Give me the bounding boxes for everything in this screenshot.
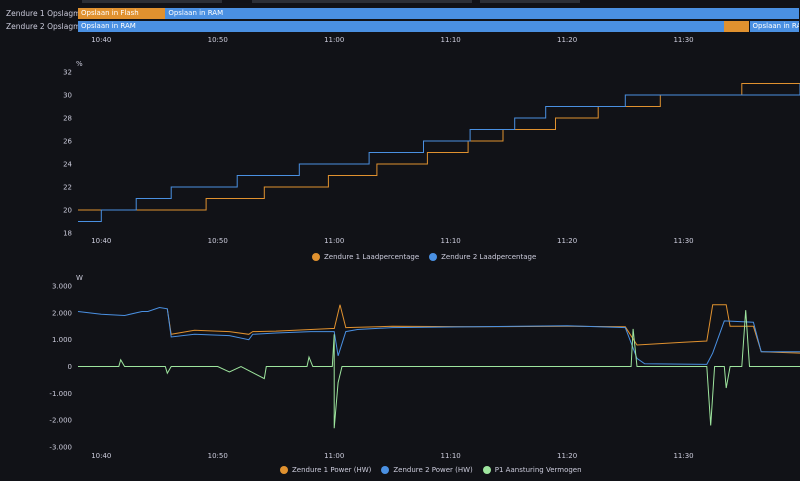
y-unit-label: W [76,274,83,282]
y-tick-label: 3.000 [52,283,72,291]
timeline-x-tick: 10:40 [91,36,112,44]
y-tick-label: 30 [63,92,72,100]
timeline-x-tick: 11:00 [324,36,345,44]
timeline-x-tick: 11:30 [673,36,694,44]
series-line-1 [78,83,800,211]
x-tick-label: 11:30 [673,237,693,245]
timeline-x-tick: 10:50 [207,36,228,44]
legend-label: P1 Aansturing Vermogen [494,466,582,474]
legend-item[interactable]: Zendure 2 Laadpercentage [429,253,536,261]
x-tick-label: 11:00 [324,237,344,245]
legend-swatch [482,466,491,474]
y-tick-label: 32 [63,69,72,77]
x-tick-label: 11:10 [441,452,461,460]
state-of-charge-chart: % 18 20 22 24 26 28 30 32 10:40 10:50 11:00 11:10 11:… [63,60,800,245]
y-tick-label: 2.000 [52,309,72,317]
timeline-segment[interactable]: Opslaan in Flash [78,8,165,19]
timeline-segment[interactable]: Opslaan in RAM [78,21,724,32]
soc-legend: Zendure 1 Laadpercentage Zendure 2 Laadpe… [312,253,536,261]
panel-header-bar [480,0,580,3]
timeline-segment[interactable] [724,21,750,32]
series-line-1 [166,304,800,354]
panel-header-bar [82,0,222,3]
y-tick-label: 18 [63,230,72,238]
x-tick-label: 10:50 [208,237,228,245]
legend-item[interactable]: Zendure 1 Laadpercentage [312,253,419,261]
legend-label: Zendure 2 Laadpercentage [441,253,537,261]
x-tick-label: 11:30 [673,452,693,460]
legend-item[interactable]: Zendure 2 Power (HW) [381,466,473,474]
legend-label: Zendure 2 Power (HW) [393,466,473,474]
y-tick-label: -2.000 [49,417,72,425]
x-tick-label: 11:00 [324,452,344,460]
legend-swatch [381,466,390,474]
x-tick-label: 10:40 [91,452,111,460]
legend-item[interactable]: Zendure 1 Power (HW) [280,466,371,474]
timeline-x-tick: 11:20 [557,36,578,44]
x-tick-label: 10:50 [208,452,228,460]
x-tick-label: 10:40 [91,237,111,245]
timeline-row-label: Zendure 1 Opslagmodus [6,9,99,18]
series-line-2 [77,306,800,365]
legend-item[interactable]: P1 Aansturing Vermogen [482,466,582,474]
y-unit-label: % [76,60,83,68]
y-tick-label: 20 [63,207,72,215]
legend-label: Zendure 1 Laadpercentage [324,253,420,261]
timeline-x-tick: 11:10 [440,36,461,44]
y-tick-label: -3.000 [49,444,72,452]
y-tick-label: 28 [63,115,72,123]
legend-swatch [312,253,320,261]
y-tick-label: 24 [63,161,72,169]
panel-header-bar [252,0,472,3]
y-tick-label: 1.000 [52,336,72,344]
x-tick-label: 11:20 [557,237,577,245]
y-tick-label: -1.000 [49,390,72,398]
y-tick-label: 22 [63,184,72,192]
y-tick-label: 26 [63,138,72,146]
series-line-2 [78,83,800,222]
power-chart: W -3.000 -2.000 -1.000 0 1.000 2.000 3.000 10:40… [49,274,800,460]
series-line-3 [78,310,800,429]
legend-swatch [429,253,438,261]
y-tick-label: 0 [68,363,72,371]
x-tick-label: 11:10 [441,237,461,245]
x-tick-label: 11:20 [557,452,577,460]
timeline-segment[interactable]: Opslaan in RAM [165,8,800,19]
legend-label: Zendure 1 Power (HW) [292,466,372,474]
power-legend: Zendure 1 Power (HW) Zendure 2 Power (HW)… [280,466,582,474]
timeline-segment[interactable]: Opslaan in RAM [749,21,800,32]
legend-swatch [280,466,288,474]
timeline-row-label: Zendure 2 Opslagmodus [6,22,99,31]
